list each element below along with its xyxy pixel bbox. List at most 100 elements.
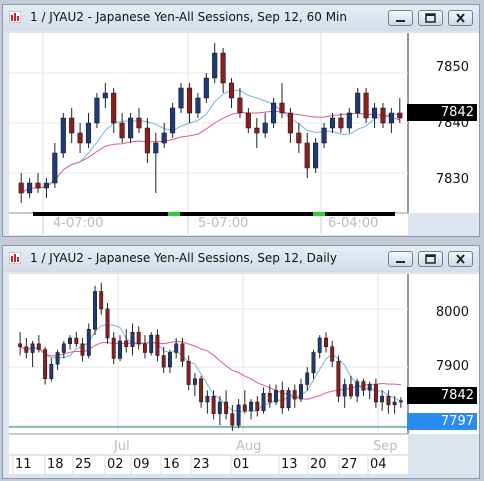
candle-body [287,112,293,134]
day-label: 11 [15,457,32,472]
candle-body [342,384,347,397]
candle-body [304,142,310,169]
price-chart-daily[interactable] [3,246,479,478]
last-price-tag: 7842 [407,104,477,121]
day-label: 25 [75,457,92,472]
time-axis [9,213,408,235]
candle-body [371,107,378,119]
maximize-button[interactable] [418,10,443,26]
moving-average-fast [20,89,400,194]
candle-body [236,404,241,426]
candle-body [30,343,35,353]
candle-body [186,87,193,114]
candle-body [254,127,260,134]
candle-body [255,401,260,411]
candle-body [178,87,184,109]
candle-body [199,378,204,403]
candle-body [27,182,33,194]
chart-app-icon [9,11,21,23]
candle-body [249,401,254,411]
candle-body [195,97,201,114]
title-bar[interactable]: 1 / JYAU2 - Japanese Yen-All Sessions, S… [3,5,479,31]
candle-body [292,390,297,400]
session-bar [33,212,395,216]
candle-body [161,132,167,144]
chart-window-60min[interactable]: 1 / JYAU2 - Japanese Yen-All Sessions, S… [2,4,480,237]
candle-body [80,343,85,356]
candle-body [128,117,134,139]
candle-body [102,92,108,99]
candle-body [324,337,328,347]
minimize-icon [396,20,405,22]
candle-body [313,142,319,169]
y-tick-label: 7830 [435,172,469,187]
candle-body [74,337,79,345]
minimize-icon [396,261,405,263]
price-axis [408,33,479,213]
candle-body [136,331,141,345]
plot-area [9,274,408,434]
day-label: 23 [193,457,210,472]
candle-body [346,112,352,129]
candle-body [348,384,353,397]
candle-body [274,390,278,403]
candle-body [36,343,41,350]
close-icon [456,13,465,23]
candle-body [261,393,266,412]
candle-body [398,400,403,403]
candle-body [321,127,327,144]
candle-body [155,334,160,356]
candle-body [279,102,285,114]
candle-body [77,132,83,144]
maximize-icon [425,254,436,264]
candle-body [211,395,216,414]
candle-body [336,361,341,397]
candle-body [170,107,176,134]
candle-body [167,352,172,368]
candle-body [85,122,92,144]
candle-body [149,334,154,353]
price-axis [408,274,479,434]
candle-body [367,384,372,391]
candle-body [220,52,226,84]
close-button[interactable] [448,251,473,267]
price-chart-60min[interactable] [3,5,479,236]
candle-body [296,132,302,144]
candle-body [105,308,110,339]
month-label: Sep [373,439,398,454]
candle-body [192,378,197,385]
session-marker [168,212,180,216]
candle-body [388,112,394,124]
candle-body [271,102,277,124]
maximize-button[interactable] [418,251,443,267]
title-bar[interactable]: 1 / JYAU2 - Japanese Yen-All Sessions, S… [3,246,479,272]
candle-body [373,384,378,403]
candle-body [142,343,147,353]
candle-body [69,117,75,134]
candle-body [52,152,58,184]
minimize-button[interactable] [388,10,413,26]
day-label: 02 [107,457,124,472]
candle-body [242,404,247,411]
chart-window-daily[interactable]: 1 / JYAU2 - Japanese Yen-All Sessions, S… [2,245,480,479]
candle-body [386,395,391,406]
candle-body [60,117,66,154]
month-label: Aug [236,439,262,454]
close-button[interactable] [448,10,473,26]
minimize-button[interactable] [388,251,413,267]
candle-body [93,291,97,330]
moving-average-slow [20,110,400,194]
candle-body [286,390,291,409]
candle-body [24,346,29,353]
candle-body [305,372,310,385]
candle-body [245,112,251,129]
x-axis-label: 5-07:00 [198,216,249,231]
candle-body [230,413,235,426]
last-price-tag: 7842 [407,387,477,404]
y-tick-label: 7850 [435,60,469,75]
candle-body [228,82,235,99]
close-icon [456,254,465,264]
candle-body [18,182,24,194]
candle-body [380,395,385,403]
day-label: 16 [163,457,180,472]
